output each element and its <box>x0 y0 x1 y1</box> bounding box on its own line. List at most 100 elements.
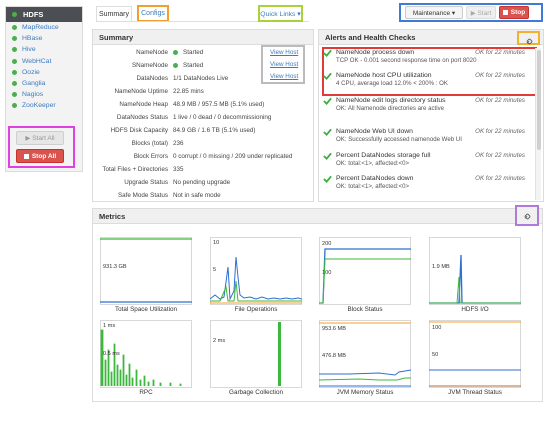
namenode-view-host-link[interactable]: View Host <box>270 49 299 56</box>
alerts-scrollbar[interactable] <box>535 48 541 200</box>
check-icon <box>323 72 332 80</box>
check-icon <box>323 49 332 57</box>
check-icon <box>323 128 332 136</box>
summary-label: Total Files + Directories <box>102 166 168 173</box>
summary-panel: Summary NameNode Started SNameNode Started… <box>92 29 314 202</box>
alert-item[interactable]: Percent DataNodes storage full OK: total:… <box>323 152 525 167</box>
stop-icon <box>502 10 508 15</box>
tab-summary[interactable]: Summary <box>96 6 132 21</box>
summary-value: No pending upgrade <box>173 179 231 186</box>
view-host-links: View Host View Host View Host <box>261 45 305 84</box>
alert-detail: TCP OK - 0.001 second response time on p… <box>336 57 477 64</box>
alert-item[interactable]: NameNode process down TCP OK - 0.001 seco… <box>323 49 525 64</box>
sidebar-item-label: WebHCat <box>22 57 52 65</box>
alert-status: OK for 22 minutes <box>475 97 525 104</box>
sidebar-item-oozie[interactable]: Oozie <box>6 67 82 78</box>
alert-item[interactable]: NameNode host CPU utilization 4 CPU, aver… <box>323 72 525 87</box>
sidebar-item-hive[interactable]: Hive <box>6 44 82 55</box>
sidebar-item-hdfs[interactable]: HDFS <box>6 7 82 22</box>
link-icon <box>524 213 531 220</box>
alerts-link-button[interactable] <box>517 31 540 45</box>
axis-tick-label: 1 ms <box>103 323 116 329</box>
summary-value: 48.9 MB / 957.5 MB (5.1% used) <box>173 101 265 108</box>
maintenance-dropdown[interactable]: Maintenance ▾ <box>405 6 463 19</box>
alert-detail: OK: total:<1>, affected:<0> <box>336 160 410 167</box>
axis-tick-label: 100 <box>432 325 442 331</box>
summary-label: NameNode <box>136 49 168 56</box>
sidebar-item-label: Hive <box>22 46 36 54</box>
sidebar-item-mapreduce[interactable]: MapReduce <box>6 22 82 33</box>
status-dot-icon <box>173 63 178 68</box>
chart-total-space-utilization: 931.3 GB Total Space Utilization <box>100 237 192 317</box>
axis-tick-label: 200 <box>322 241 332 247</box>
snamenode-view-host-link[interactable]: View Host <box>270 61 299 68</box>
summary-row: Total Files + Directories 335 <box>93 164 313 175</box>
sidebar-item-ganglia[interactable]: Ganglia <box>6 78 82 89</box>
status-dot-icon <box>12 47 17 53</box>
start-button[interactable]: ▶ Start <box>466 6 496 19</box>
alerts-panel: Alerts and Health Checks NameNode proces… <box>318 29 544 202</box>
stop-button[interactable]: Stop <box>499 6 529 19</box>
chart-caption: Total Space Utilization <box>115 306 177 313</box>
summary-value: 0 corrupt / 0 missing / 209 under replic… <box>173 153 293 160</box>
alert-title: NameNode process down <box>336 49 415 56</box>
summary-label: Upgrade Status <box>124 179 168 186</box>
metrics-link-button[interactable] <box>515 205 539 226</box>
stop-icon <box>23 153 29 159</box>
summary-label: HDFS Disk Capacity <box>110 127 168 134</box>
summary-row: Blocks (total) 236 <box>93 138 313 149</box>
summary-row: HDFS Disk Capacity 84.9 GB / 1.6 TB (5.1%… <box>93 125 313 136</box>
chart-caption: HDFS I/O <box>461 306 489 313</box>
summary-label: Block Errors <box>133 153 168 160</box>
alert-item[interactable]: NameNode Web UI down OK: Successfully acc… <box>323 128 525 143</box>
stop-label: Stop <box>510 9 526 16</box>
status-dot-icon <box>12 92 17 98</box>
chart-file-operations: 10 5 File Operations <box>210 237 302 317</box>
summary-label: NameNode Heap <box>119 101 168 108</box>
alert-status: OK for 22 minutes <box>475 72 525 79</box>
sidebar-item-hbase[interactable]: HBase <box>6 33 82 44</box>
sidebar-item-label: Ganglia <box>22 80 46 88</box>
jvm-thread-plot <box>429 320 521 388</box>
tab-configs[interactable]: Configs <box>137 5 169 22</box>
status-dot-icon <box>173 50 178 55</box>
summary-label: DataNodes <box>136 75 168 82</box>
datanodes-view-host-link[interactable]: View Host <box>270 73 299 80</box>
metrics-panel: Metrics 931.3 GB Total Space Utilization… <box>92 205 543 402</box>
alert-status: OK for 22 minutes <box>475 152 525 159</box>
axis-tick-label: 10 <box>213 240 220 246</box>
alert-status: OK for 22 minutes <box>475 128 525 135</box>
summary-row: DataNodes 1/1 DataNodes Live <box>93 73 313 84</box>
axis-tick-label: 0.5 ms <box>103 351 120 357</box>
chart-jvm-thread-status: 100 50 JVM Thread Status <box>429 320 521 400</box>
chart-rpc: 1 ms 0.5 ms RPC <box>100 320 192 400</box>
summary-value: 84.9 GB / 1.6 TB (5.1% used) <box>173 127 256 134</box>
sidebar-item-nagios[interactable]: Nagios <box>6 89 82 100</box>
sidebar-item-webhcat[interactable]: WebHCat <box>6 56 82 67</box>
sidebar-item-label: Nagios <box>22 91 44 99</box>
summary-value: 1 live / 0 dead / 0 decommissioning <box>173 114 272 121</box>
alert-status: OK for 22 minutes <box>475 49 525 56</box>
status-dot-icon <box>12 36 17 42</box>
start-all-button[interactable]: ▶ Start All <box>16 131 64 145</box>
alert-item[interactable]: NameNode edit logs directory status OK: A… <box>323 97 525 112</box>
summary-value: Started <box>183 62 204 69</box>
chart-caption: JVM Thread Status <box>448 389 502 396</box>
alerts-title: Alerts and Health Checks <box>325 32 416 42</box>
sidebar-item-label: MapReduce <box>22 24 59 32</box>
alerts-header: Alerts and Health Checks <box>319 30 543 45</box>
chart-caption: Block Status <box>347 306 383 313</box>
alert-item[interactable]: Percent DataNodes down OK: total:<1>, aff… <box>323 175 525 190</box>
summary-label: Blocks (total) <box>131 140 168 147</box>
quick-links-dropdown[interactable]: Quick Links ▾ <box>258 5 303 22</box>
stop-all-button[interactable]: Stop All <box>16 149 64 163</box>
scrollbar-thumb[interactable] <box>537 50 541 150</box>
status-dot-icon <box>12 69 17 75</box>
sidebar-item-label: ZooKeeper <box>22 102 56 110</box>
axis-tick-label: 1.9 MB <box>432 264 450 270</box>
alert-status: OK for 22 minutes <box>475 175 525 182</box>
status-dot-icon <box>12 12 17 17</box>
sidebar-item-zookeeper[interactable]: ZooKeeper <box>6 100 82 111</box>
summary-row: Upgrade Status No pending upgrade <box>93 177 313 188</box>
tabs-divider <box>96 21 309 22</box>
